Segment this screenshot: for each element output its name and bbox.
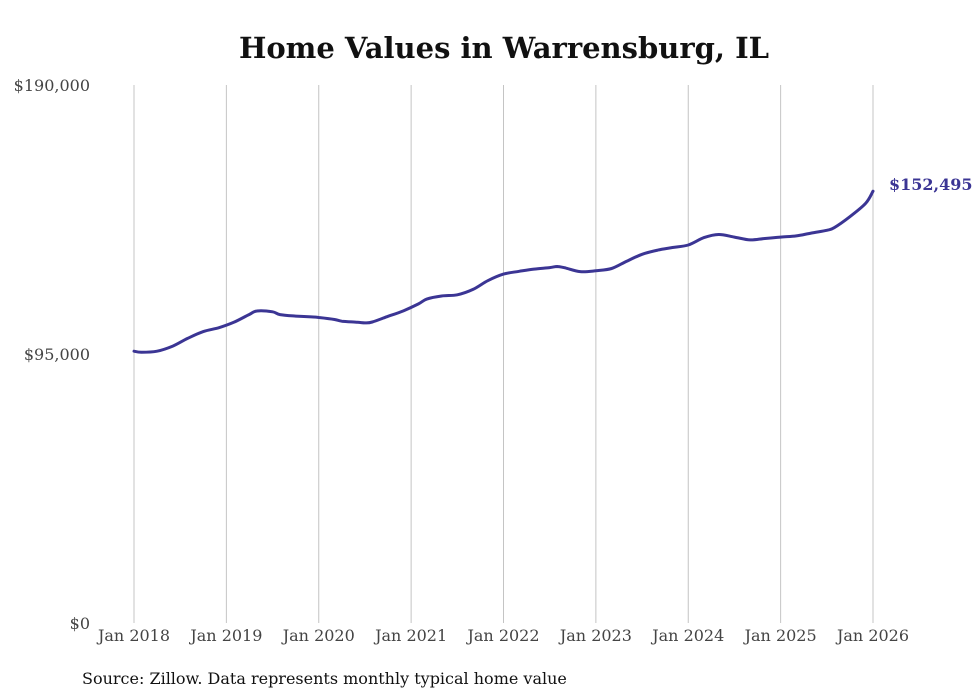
x-tick-label: Jan 2019 — [188, 626, 262, 645]
x-tick-label: Jan 2026 — [835, 626, 909, 645]
x-tick-label: Jan 2023 — [558, 626, 632, 645]
series-line — [132, 189, 875, 354]
y-axis: $0 $95,000 $190,000 — [14, 76, 90, 633]
end-value-label: $152,495 — [889, 175, 973, 194]
x-tick-label: Jan 2020 — [281, 626, 355, 645]
x-tick-label: Jan 2024 — [650, 626, 724, 645]
x-tick-label: Jan 2025 — [743, 626, 817, 645]
x-tick-label: Jan 2022 — [465, 626, 539, 645]
y-tick-label: $190,000 — [14, 76, 90, 95]
source-note: Source: Zillow. Data represents monthly … — [82, 669, 567, 688]
series-layer: $152,495 — [132, 175, 973, 354]
x-tick-label: Jan 2018 — [96, 626, 170, 645]
x-tick-label: Jan 2021 — [373, 626, 447, 645]
x-axis: Jan 2018 Jan 2019 Jan 2020 Jan 2021 Jan 2022… — [96, 626, 909, 645]
grid-lines — [133, 85, 874, 623]
chart-title: Home Values in Warrensburg, IL — [239, 31, 769, 65]
y-tick-label: $95,000 — [24, 345, 90, 364]
y-tick-label: $0 — [70, 614, 90, 633]
